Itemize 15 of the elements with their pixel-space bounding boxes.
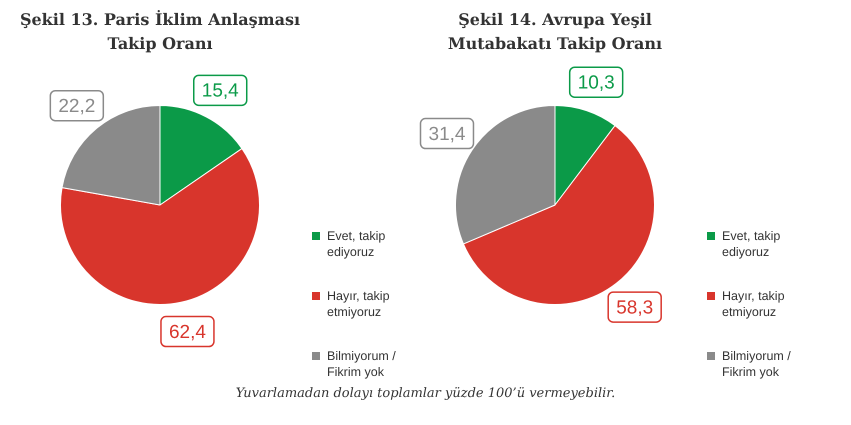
data-label: 62,4: [168, 322, 206, 343]
data-label: 10,3: [578, 72, 615, 94]
data-label: 22,2: [58, 96, 96, 117]
legend-label: Hayır, takip etmiyoruz: [721, 288, 786, 320]
data-label: 58,3: [616, 297, 654, 318]
legend-label: Evet, takip ediyoruz: [326, 228, 386, 260]
data-label: 31,4: [428, 124, 466, 145]
legend-label: Bilmiyorum / Fikrim yok: [721, 348, 792, 380]
legend-label: Evet, takip ediyoruz: [721, 228, 782, 260]
text: Yuvarlamadan dolayı toplamlar yüzde 100’ü vermeyebilir.: [234, 386, 616, 401]
data-label: 15,4: [202, 80, 240, 102]
chart-title: Şekil 14. Avrupa Yeşil Mutabakatı Takip Oranı: [446, 9, 664, 55]
legend-label: Hayır, takip etmiyoruz: [326, 288, 391, 320]
chart-title: Şekil 13. Paris İklim Anlaşması Takip Oranı: [18, 9, 302, 55]
legend-label: Bilmiyorum / Fikrim yok: [326, 348, 397, 380]
